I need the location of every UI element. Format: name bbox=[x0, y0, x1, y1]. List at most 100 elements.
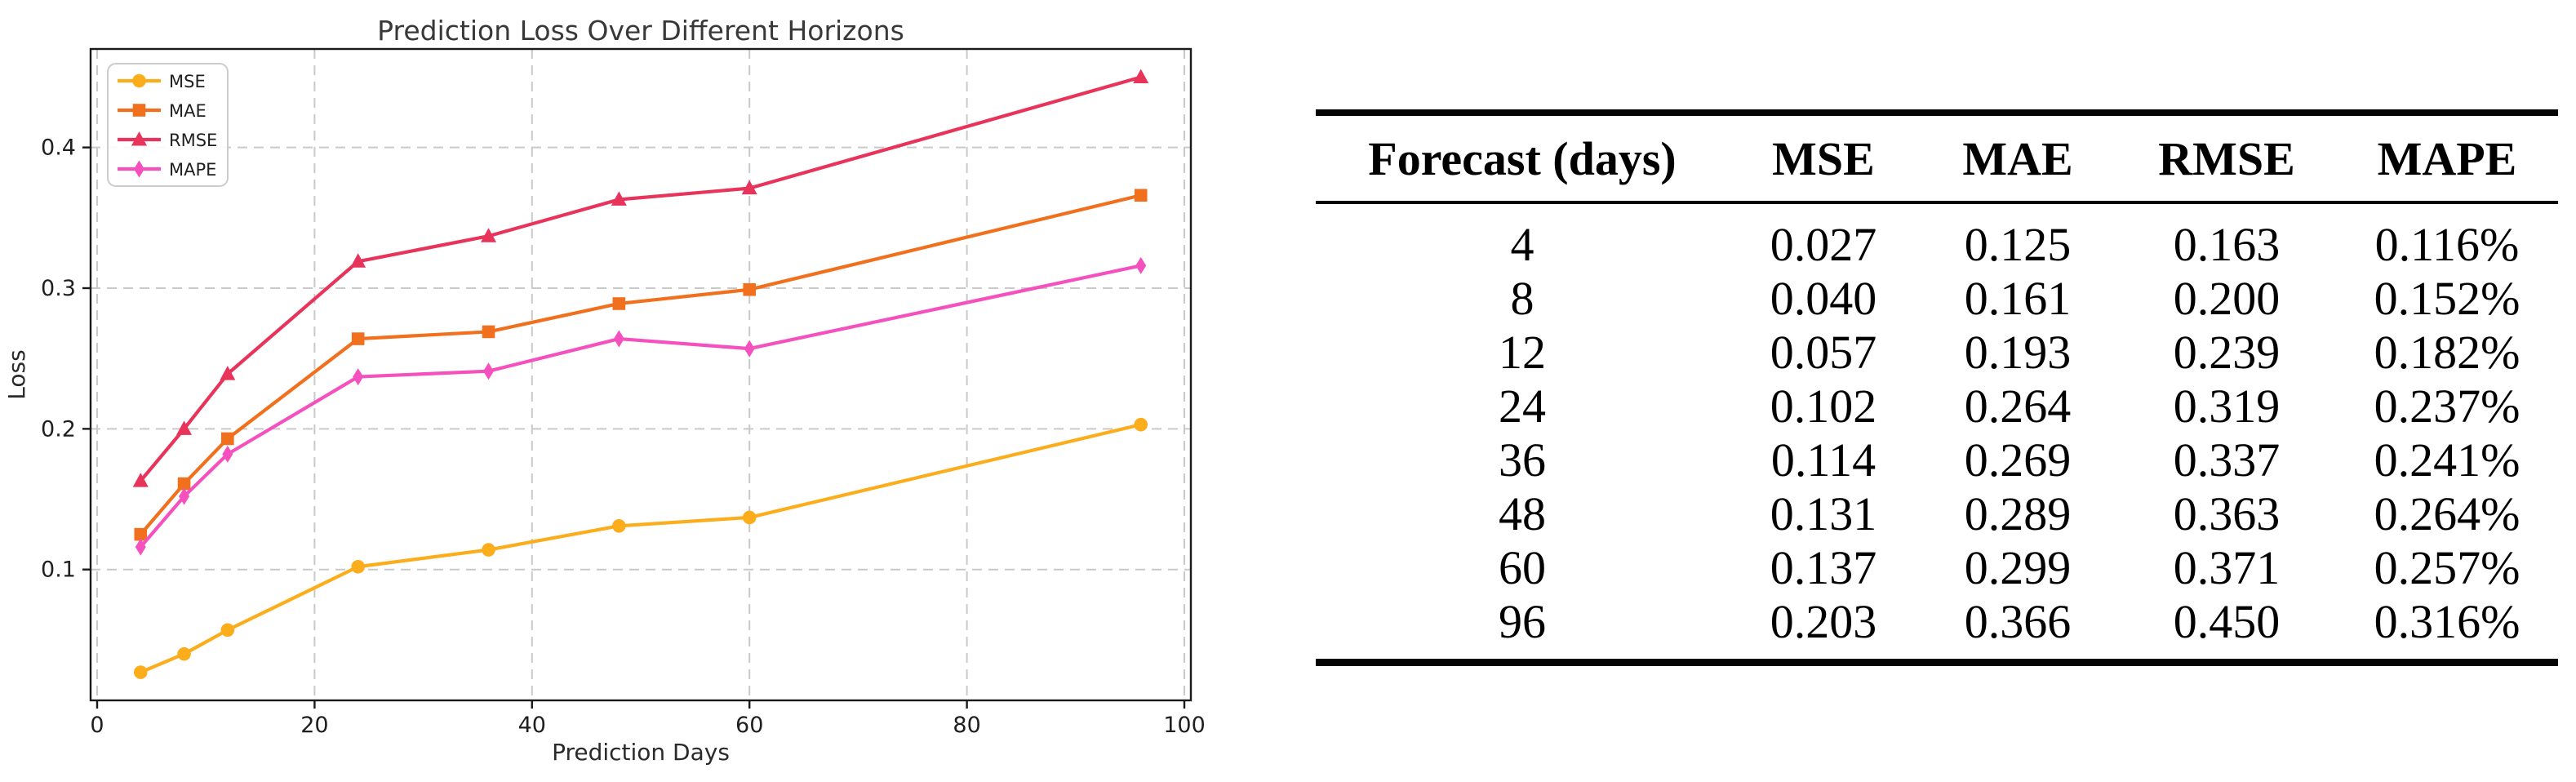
table-header-cell: MSE bbox=[1772, 131, 1875, 185]
data-point-marker bbox=[351, 332, 365, 345]
data-point-marker bbox=[482, 543, 495, 557]
table-cell: 0.450 bbox=[2173, 595, 2281, 648]
results-table: Forecast (days) MSE MAE RMSE MAPE 4 0.027 0.12… bbox=[1316, 109, 2558, 666]
data-point-marker bbox=[1134, 189, 1148, 202]
table-cell: 0.269 bbox=[1964, 433, 2072, 487]
table-cell: 0.319 bbox=[2173, 380, 2281, 433]
data-point-marker bbox=[1135, 256, 1147, 274]
table-cell: 0.289 bbox=[1964, 487, 2072, 540]
data-point-marker bbox=[481, 228, 497, 242]
table-cell: 0.131 bbox=[1770, 487, 1877, 540]
series-line bbox=[139, 193, 1142, 535]
chart-title: Prediction Loss Over Different Horizons bbox=[377, 15, 904, 47]
legend-label: MSE bbox=[169, 72, 206, 91]
table-cell: 0.114 bbox=[1770, 433, 1876, 487]
data-point-marker bbox=[179, 487, 190, 505]
table-cell: 0.102 bbox=[1770, 380, 1877, 433]
table-cell: 48 bbox=[1499, 487, 1546, 540]
x-tick-label: 0 bbox=[90, 713, 104, 738]
table-cell: 8 bbox=[1510, 272, 1534, 325]
table-body: 4 0.027 0.125 0.163 0.116% 8 0.040 0.161 0.200 0.… bbox=[1316, 204, 2558, 648]
table-cell: 0.264% bbox=[2374, 487, 2520, 540]
table-cell: 4 bbox=[1510, 218, 1534, 271]
table-cell: 0.125 bbox=[1964, 218, 2072, 271]
table-cell: 0.152% bbox=[2374, 272, 2520, 325]
y-tick-label: 0.3 bbox=[41, 276, 76, 301]
series-rmse bbox=[132, 69, 1149, 487]
table-cell: 0.027 bbox=[1770, 218, 1877, 271]
series-line bbox=[139, 75, 1142, 482]
table-cell: 0.257% bbox=[2374, 541, 2520, 594]
data-point-marker bbox=[135, 538, 146, 556]
legend-marker-diamond bbox=[134, 160, 144, 178]
data-point-marker bbox=[1134, 417, 1148, 432]
grid-lines bbox=[91, 49, 1191, 700]
table-cell: 0.161 bbox=[1964, 272, 2072, 325]
data-point-marker bbox=[743, 282, 757, 296]
table-header-row: Forecast (days) MSE MAE RMSE MAPE bbox=[1316, 116, 2558, 201]
series-mape bbox=[135, 256, 1147, 556]
data-point-marker bbox=[177, 646, 191, 661]
table-top-rule bbox=[1316, 109, 2558, 116]
table-bottom-rule bbox=[1316, 659, 2558, 666]
table-row: 12 0.057 0.193 0.239 0.182% bbox=[1316, 325, 2558, 379]
y-axis-label: Loss bbox=[3, 349, 30, 399]
legend: MSE MAE RMSE MAPE bbox=[107, 63, 229, 187]
x-axis-label: Prediction Days bbox=[552, 739, 730, 766]
table-cell: 0.237% bbox=[2374, 380, 2520, 433]
legend-box bbox=[107, 63, 229, 187]
data-point-marker bbox=[221, 432, 234, 446]
data-point-marker bbox=[132, 473, 149, 487]
data-point-marker bbox=[351, 559, 365, 574]
legend-marker-triangle bbox=[131, 131, 147, 146]
data-point-marker bbox=[613, 330, 624, 348]
table-cell: 0.116% bbox=[2374, 218, 2520, 271]
x-tick-label: 40 bbox=[518, 713, 546, 738]
x-tick-label: 80 bbox=[953, 713, 980, 738]
y-tick-label: 0.4 bbox=[41, 136, 76, 161]
data-point-marker bbox=[741, 180, 757, 195]
data-point-marker bbox=[612, 297, 626, 310]
table-cell: 0.371 bbox=[2173, 541, 2281, 594]
y-tick-label: 0.1 bbox=[41, 558, 76, 583]
table-row: 24 0.102 0.264 0.319 0.237% bbox=[1316, 379, 2558, 433]
legend-marker-circle bbox=[132, 73, 146, 88]
table-cell: 24 bbox=[1499, 380, 1546, 433]
table-cell: 0.239 bbox=[2173, 326, 2281, 379]
series-mse bbox=[133, 417, 1148, 679]
table-header-cell: Forecast (days) bbox=[1368, 131, 1677, 185]
table-cell: 0.299 bbox=[1964, 541, 2072, 594]
data-point-marker bbox=[133, 665, 148, 679]
data-point-marker bbox=[350, 253, 366, 268]
y-tick-label: 0.2 bbox=[41, 416, 76, 442]
table-cell: 0.182% bbox=[2374, 326, 2520, 379]
axis-ticks bbox=[82, 146, 1186, 709]
data-point-marker bbox=[222, 445, 233, 463]
x-tick-label: 60 bbox=[735, 713, 763, 738]
table-cell: 0.337 bbox=[2173, 433, 2281, 487]
data-point-marker bbox=[483, 362, 495, 380]
table-cell: 60 bbox=[1499, 541, 1546, 594]
table-header-rule bbox=[1316, 201, 2558, 204]
data-point-marker bbox=[177, 477, 191, 491]
table-row: 36 0.114 0.269 0.337 0.241% bbox=[1316, 433, 2558, 487]
data-point-marker bbox=[1133, 69, 1149, 83]
data-point-marker bbox=[176, 420, 193, 435]
x-tick-label: 100 bbox=[1163, 713, 1206, 738]
table-header-cell: MAPE bbox=[2377, 131, 2517, 185]
data-point-marker bbox=[220, 366, 236, 380]
table-cell: 96 bbox=[1499, 595, 1546, 648]
data-point-marker bbox=[611, 191, 627, 206]
table-row: 96 0.203 0.366 0.450 0.316% bbox=[1316, 594, 2558, 648]
table-cell: 0.163 bbox=[2173, 218, 2281, 271]
table-cell: 0.203 bbox=[1770, 595, 1877, 648]
table-cell: 0.241% bbox=[2374, 433, 2520, 487]
table-header-cell: MAE bbox=[1962, 131, 2073, 185]
table-cell: 0.200 bbox=[2173, 272, 2281, 325]
data-point-marker bbox=[742, 510, 757, 525]
table-cell: 0.193 bbox=[1964, 326, 2072, 379]
table-cell: 0.137 bbox=[1770, 541, 1877, 594]
data-point-marker bbox=[353, 368, 364, 386]
table-row: 60 0.137 0.299 0.371 0.257% bbox=[1316, 540, 2558, 594]
table-cell: 0.316% bbox=[2374, 595, 2520, 648]
